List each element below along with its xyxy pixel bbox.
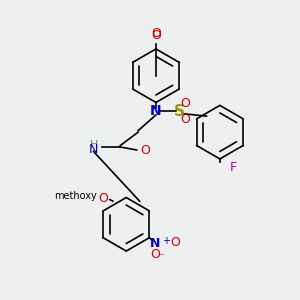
Text: O: O xyxy=(180,113,190,126)
Text: O: O xyxy=(140,143,150,157)
Text: O: O xyxy=(151,27,161,40)
Text: O: O xyxy=(170,236,180,249)
Text: N: N xyxy=(150,104,162,118)
Text: H: H xyxy=(90,140,98,150)
Text: +: + xyxy=(162,236,170,246)
Text: N: N xyxy=(150,237,160,250)
Text: F: F xyxy=(230,161,237,174)
Text: O: O xyxy=(180,97,190,110)
Text: O: O xyxy=(151,28,161,41)
Text: O: O xyxy=(150,248,160,260)
Text: ⁻: ⁻ xyxy=(158,252,164,262)
Text: O: O xyxy=(98,192,108,205)
Text: methoxy: methoxy xyxy=(54,191,97,201)
Text: N: N xyxy=(88,143,98,156)
Text: S: S xyxy=(174,104,185,119)
